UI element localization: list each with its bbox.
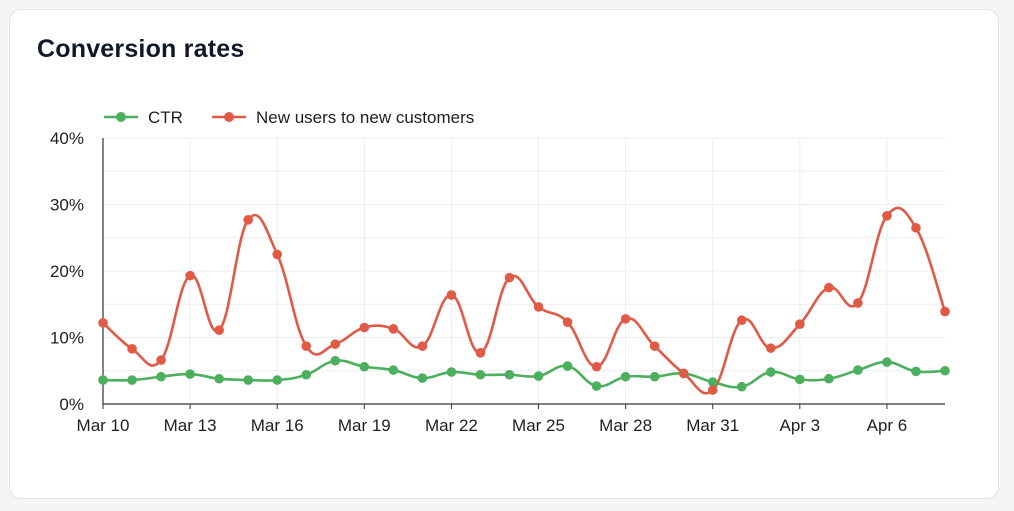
data-point-ctr[interactable]: [707, 377, 718, 387]
x-tick-label: Mar 31: [686, 416, 739, 435]
data-point-new-users-to-new-customers[interactable]: [562, 317, 573, 328]
data-point-ctr[interactable]: [156, 371, 166, 382]
data-point-ctr[interactable]: [446, 367, 457, 377]
data-point-ctr[interactable]: [765, 367, 776, 377]
data-point-ctr[interactable]: [417, 373, 428, 383]
data-point-new-users-to-new-customers[interactable]: [156, 355, 166, 365]
y-tick-label: 0%: [59, 395, 84, 414]
data-point-ctr[interactable]: [504, 369, 515, 380]
data-point-ctr[interactable]: [591, 381, 602, 391]
data-point-new-users-to-new-customers[interactable]: [940, 306, 950, 317]
data-point-new-users-to-new-customers[interactable]: [882, 211, 892, 221]
data-point-ctr[interactable]: [649, 371, 660, 382]
data-point-ctr[interactable]: [562, 361, 573, 371]
data-point-new-users-to-new-customers[interactable]: [591, 361, 602, 372]
data-point-new-users-to-new-customers[interactable]: [649, 341, 660, 351]
data-point-new-users-to-new-customers[interactable]: [765, 343, 776, 353]
legend-label[interactable]: CTR: [148, 108, 183, 127]
x-tick-label: Mar 10: [77, 416, 130, 435]
data-point-ctr[interactable]: [301, 369, 312, 380]
data-point-ctr[interactable]: [330, 355, 341, 366]
legend-marker: [224, 112, 234, 122]
series-line-ctr: [102, 359, 946, 389]
chart-card: [9, 9, 999, 499]
data-point-ctr[interactable]: [911, 366, 921, 377]
data-point-new-users-to-new-customers[interactable]: [736, 315, 747, 326]
data-point-new-users-to-new-customers[interactable]: [127, 344, 137, 354]
data-point-ctr[interactable]: [736, 381, 747, 392]
data-point-new-users-to-new-customers[interactable]: [853, 298, 863, 308]
data-point-new-users-to-new-customers[interactable]: [678, 368, 689, 379]
y-tick-label: 40%: [50, 129, 84, 148]
data-point-new-users-to-new-customers[interactable]: [272, 249, 283, 260]
data-point-new-users-to-new-customers[interactable]: [301, 341, 312, 351]
data-point-new-users-to-new-customers[interactable]: [359, 322, 370, 333]
data-point-new-users-to-new-customers[interactable]: [707, 385, 718, 395]
y-tick-label: 20%: [50, 262, 84, 281]
data-point-ctr[interactable]: [359, 361, 370, 372]
data-point-new-users-to-new-customers[interactable]: [911, 222, 921, 233]
data-point-ctr[interactable]: [98, 375, 108, 385]
series-line-new-users-to-new-customers: [102, 206, 947, 395]
legend-label[interactable]: New users to new customers: [256, 108, 474, 127]
data-point-ctr[interactable]: [853, 365, 863, 375]
y-tick-label: 10%: [50, 329, 84, 348]
data-point-new-users-to-new-customers[interactable]: [620, 314, 631, 324]
data-point-new-users-to-new-customers[interactable]: [417, 341, 428, 351]
data-point-new-users-to-new-customers[interactable]: [824, 282, 834, 293]
data-point-ctr[interactable]: [795, 374, 805, 385]
data-point-ctr[interactable]: [388, 365, 399, 375]
data-point-ctr[interactable]: [882, 357, 892, 367]
y-tick-label: 30%: [50, 196, 84, 215]
data-point-new-users-to-new-customers[interactable]: [504, 272, 515, 283]
data-point-new-users-to-new-customers[interactable]: [533, 302, 544, 312]
data-point-new-users-to-new-customers[interactable]: [98, 318, 108, 328]
data-point-new-users-to-new-customers[interactable]: [243, 214, 253, 225]
data-point-new-users-to-new-customers[interactable]: [388, 324, 399, 334]
data-point-new-users-to-new-customers[interactable]: [795, 319, 805, 330]
data-point-ctr[interactable]: [272, 375, 283, 385]
x-tick-label: Mar 25: [512, 416, 565, 435]
x-tick-label: Mar 22: [425, 416, 478, 435]
x-tick-label: Mar 13: [164, 416, 217, 435]
data-point-ctr[interactable]: [214, 373, 224, 384]
data-point-ctr[interactable]: [127, 375, 137, 385]
x-tick-label: Mar 19: [338, 416, 391, 435]
data-point-ctr[interactable]: [185, 369, 195, 379]
data-point-ctr[interactable]: [533, 371, 544, 381]
data-point-ctr[interactable]: [824, 373, 834, 384]
x-tick-label: Mar 28: [599, 416, 652, 435]
data-point-ctr[interactable]: [620, 371, 631, 382]
chart-title: Conversion rates: [37, 35, 245, 63]
data-point-ctr[interactable]: [940, 365, 950, 376]
data-point-new-users-to-new-customers[interactable]: [475, 347, 486, 358]
x-tick-label: Apr 6: [867, 416, 908, 435]
data-point-new-users-to-new-customers[interactable]: [330, 339, 341, 349]
data-point-new-users-to-new-customers[interactable]: [214, 325, 224, 335]
data-point-new-users-to-new-customers[interactable]: [185, 270, 195, 281]
x-tick-label: Mar 16: [251, 416, 304, 435]
x-tick-label: Apr 3: [780, 416, 821, 435]
data-point-ctr[interactable]: [475, 369, 486, 380]
data-point-ctr[interactable]: [243, 375, 253, 385]
data-point-new-users-to-new-customers[interactable]: [446, 290, 457, 300]
legend-marker: [116, 112, 126, 122]
